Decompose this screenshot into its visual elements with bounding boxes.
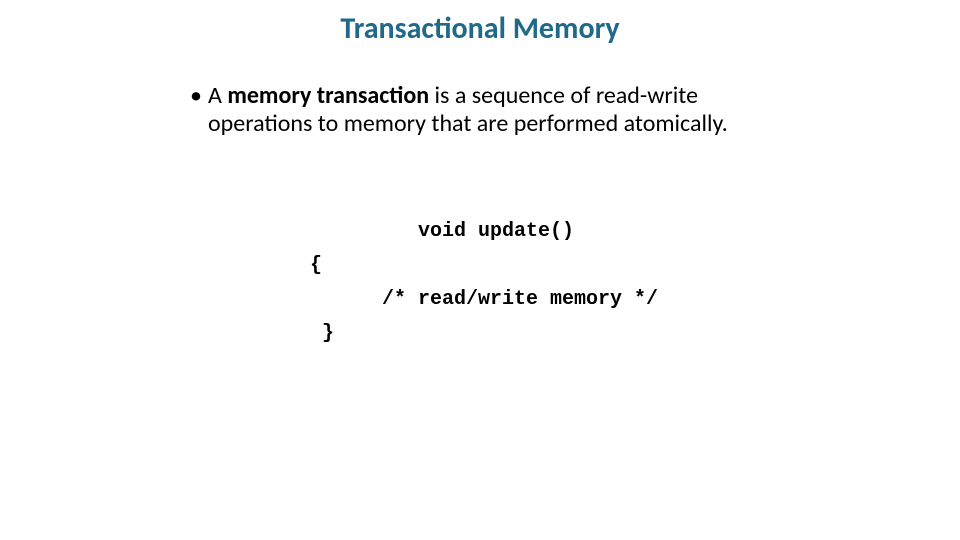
code-line-1: void update() (310, 220, 574, 243)
slide-title: Transactional Memory (0, 10, 960, 47)
bullet-text: A memory transaction is a sequence of re… (208, 82, 770, 137)
code-line-4: } (310, 322, 334, 345)
bullet-dot-icon: • (190, 82, 208, 110)
bullet-prefix: A (208, 81, 227, 110)
code-block: void update() { /* read/write memory */ … (310, 215, 658, 351)
code-line-2: { (310, 254, 322, 277)
slide: Transactional Memory • A memory transact… (0, 0, 960, 540)
bullet-bold-term: memory transaction (227, 81, 429, 110)
bullet-block: • A memory transaction is a sequence of … (190, 82, 770, 137)
code-line-3: /* read/write memory */ (310, 288, 658, 311)
bullet-item: • A memory transaction is a sequence of … (190, 82, 770, 137)
